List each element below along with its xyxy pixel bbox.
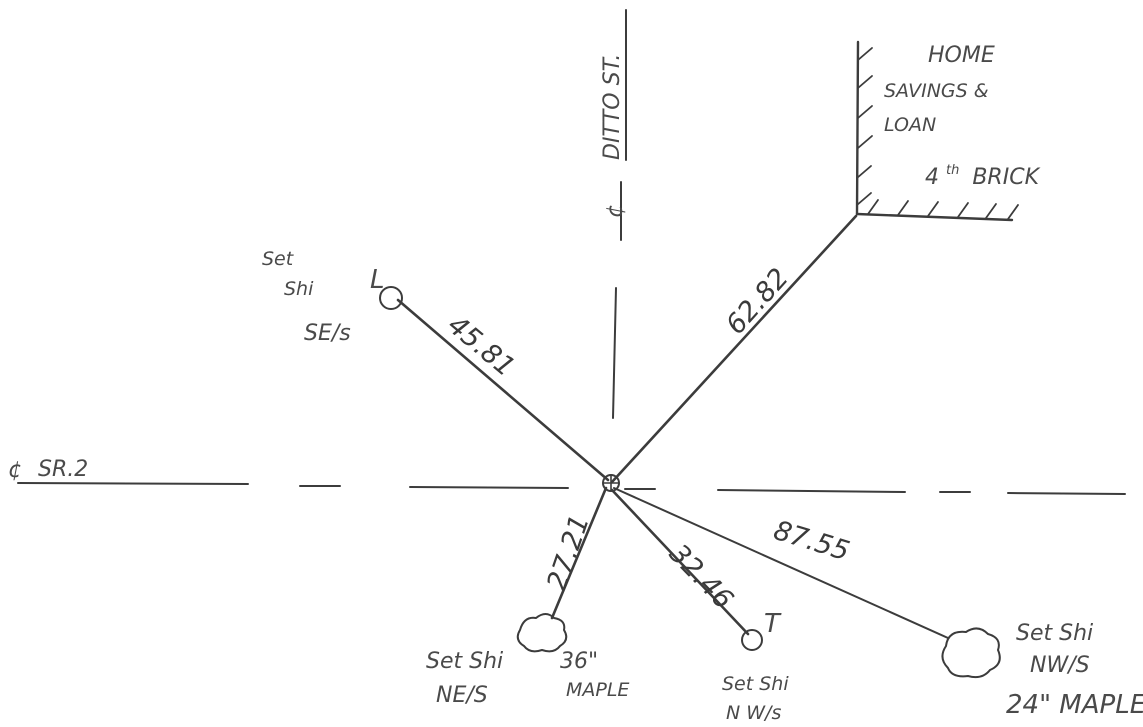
- spike-se-label-set: Set: [262, 248, 295, 270]
- sr2-street-label: SR.2: [38, 457, 88, 482]
- tie-line-building: [610, 214, 858, 484]
- tie-line-spike-nw: [610, 488, 750, 636]
- maple-36-label-size: 36": [560, 649, 598, 674]
- spike-nw-label-set: Set Shi: [722, 673, 789, 695]
- maple-24-label-dir: NW/S: [1030, 653, 1090, 678]
- maple-36-label-species: MAPLE: [566, 679, 629, 701]
- spike-nw-label-dir: N W/s: [726, 702, 781, 724]
- spike-se-marker: [379, 286, 403, 310]
- distance-maple-24: 87.55: [770, 515, 853, 567]
- building-label-home: HOME: [928, 43, 995, 68]
- maple-24-tree-icon: [941, 627, 1001, 679]
- building-label-loan: LOAN: [884, 114, 936, 136]
- distance-building: 62.82: [720, 262, 795, 340]
- ditto-cl-symbol: ¢: [603, 204, 628, 218]
- tie-line-maple-36: [550, 486, 608, 620]
- sr2-centerline: [17, 482, 1126, 495]
- maple-24-label-tree: 24" MAPLE: [1006, 690, 1143, 720]
- ditto-street-label: DITTO ST.: [600, 54, 625, 160]
- tie-line-spike-se: [396, 298, 610, 482]
- maple-36-label-set: Set Shi: [426, 649, 503, 674]
- building-label-savings: SAVINGS &: [884, 80, 989, 102]
- spike-se-letter: L: [370, 265, 385, 295]
- maple-24-label-set: Set Shi: [1016, 621, 1093, 646]
- tie-line-maple-24: [613, 487, 949, 639]
- building-label-rest: BRICK: [972, 165, 1040, 190]
- distance-maple-36: 27.21: [541, 511, 595, 594]
- sr2-cl-symbol: ¢: [8, 458, 22, 483]
- building-label-sup: th: [946, 163, 959, 178]
- spike-nw-marker: [741, 629, 763, 651]
- building-label-num: 4: [925, 165, 939, 190]
- spike-se-label-shi: Shi: [284, 278, 314, 300]
- ditto-centerline: [612, 9, 627, 419]
- spike-nw-letter: T: [764, 609, 782, 639]
- building-outline: [855, 40, 1019, 222]
- building-label-brick: 4 th BRICK: [925, 155, 1041, 190]
- spike-se-label-dir: SE/s: [304, 321, 351, 346]
- maple-36-tree-icon: [516, 613, 568, 653]
- distance-spike-nw: 32.46: [663, 538, 739, 615]
- maple-36-label-dir: NE/S: [436, 683, 488, 708]
- reference-point: [602, 474, 620, 492]
- tie-lines: [396, 214, 949, 639]
